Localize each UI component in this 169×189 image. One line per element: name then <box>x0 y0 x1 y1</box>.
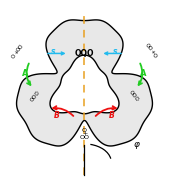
Text: +: + <box>14 48 21 55</box>
Text: +: + <box>148 48 155 55</box>
Text: OOO: OOO <box>30 90 41 103</box>
Polygon shape <box>50 55 119 114</box>
Text: B: B <box>54 112 60 120</box>
Text: $\varphi$: $\varphi$ <box>132 140 140 151</box>
Text: B: B <box>109 112 115 120</box>
Text: OO: OO <box>144 43 154 52</box>
Text: s: s <box>51 47 56 56</box>
Text: O: O <box>151 53 158 59</box>
Text: A: A <box>140 69 147 77</box>
Text: A: A <box>22 69 29 77</box>
Text: s: s <box>113 47 118 56</box>
Text: +: + <box>82 131 87 136</box>
Text: O: O <box>82 128 87 133</box>
Text: OOO: OOO <box>128 90 139 103</box>
Text: O: O <box>11 53 18 59</box>
Text: OO: OO <box>79 135 90 140</box>
Text: OO: OO <box>15 43 25 52</box>
Text: OQO: OQO <box>75 49 94 58</box>
Polygon shape <box>17 20 152 146</box>
